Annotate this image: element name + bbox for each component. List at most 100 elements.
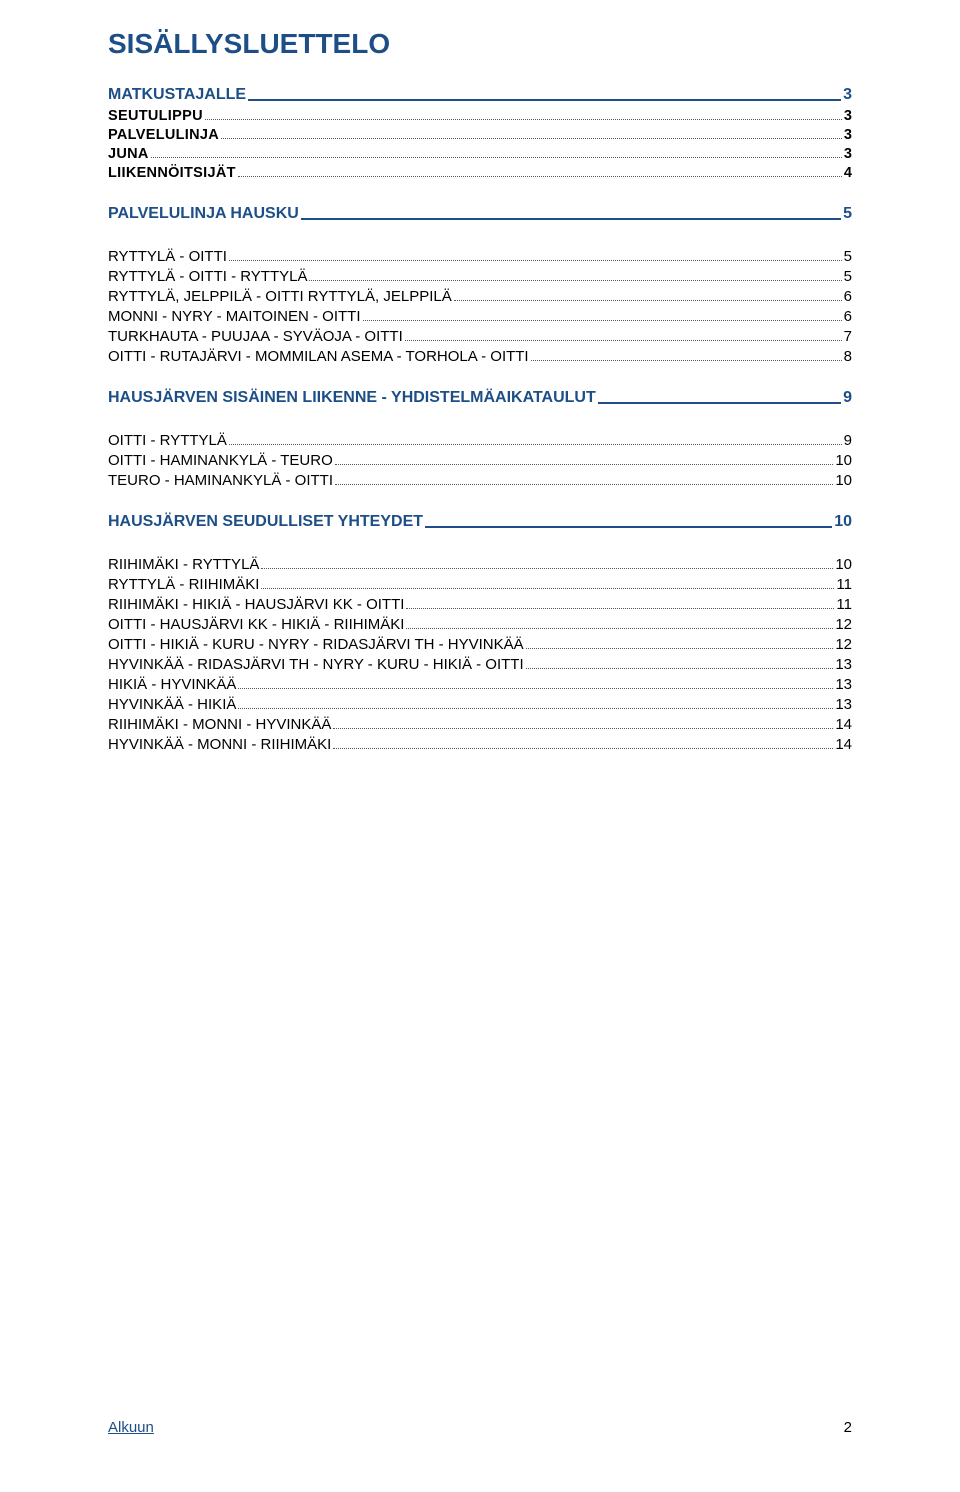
toc-label: RYTTYLÄ - OITTI - RYTTYLÄ [108,268,307,285]
spacing [108,411,852,429]
toc-leader [335,464,834,465]
toc-label: TURKHAUTA - PUUJAA - SYVÄOJA - OITTI [108,328,403,345]
toc-leader [406,628,833,629]
toc-leader [309,280,841,281]
toc-entry: HYVINKÄÄ - RIDASJÄRVI TH - NYRY - KURU -… [108,656,852,673]
toc-subsection: PALVELULINJA 3 [108,127,852,143]
toc-label: HIKIÄ - HYVINKÄÄ [108,676,236,693]
toc-label: PALVELULINJA [108,127,219,143]
toc-entry: HYVINKÄÄ - HIKIÄ 13 [108,696,852,713]
toc-page-number: 4 [844,165,852,181]
toc-page-number: 6 [844,288,852,305]
toc-page-number: 13 [835,676,852,693]
toc-label: HAUSJÄRVEN SEUDULLISET YHTEYDET [108,513,423,531]
toc-leader [333,748,833,749]
toc-label: JUNA [108,146,149,162]
toc-entry: OITTI - HIKIÄ - KURU - NYRY - RIDASJÄRVI… [108,636,852,653]
page-number: 2 [844,1419,852,1436]
page-footer: Alkuun 2 [108,1419,852,1436]
toc-section-link[interactable]: HAUSJÄRVEN SEUDULLISET YHTEYDET 10 [108,513,852,531]
toc-leader [333,728,833,729]
toc-subsection: LIIKENNÖITSIJÄT 4 [108,165,852,181]
toc-entry: RIIHIMÄKI - MONNI - HYVINKÄÄ 14 [108,716,852,733]
document-title: SISÄLLYSLUETTELO [108,28,852,60]
toc-label: MATKUSTAJALLE [108,86,246,104]
toc-section-link[interactable]: MATKUSTAJALLE3 [108,86,852,104]
toc-page-number: 10 [834,513,852,531]
toc-page-number: 5 [844,248,852,265]
toc-label: PALVELULINJA HAUSKU [108,205,299,223]
toc-entry: RIIHIMÄKI - RYTTYLÄ 10 [108,556,852,573]
toc-leader [531,360,842,361]
toc-leader [363,320,842,321]
spacing [108,227,852,245]
toc-leader [238,688,833,689]
toc-leader [151,157,842,158]
spacing [108,535,852,553]
toc-label: OITTI - RUTAJÄRVI - MOMMILAN ASEMA - TOR… [108,348,529,365]
toc-entry: HIKIÄ - HYVINKÄÄ 13 [108,676,852,693]
toc-subsection: JUNA 3 [108,146,852,162]
toc-label: RIIHIMÄKI - HIKIÄ - HAUSJÄRVI KK - OITTI [108,596,404,613]
toc-leader [261,568,833,569]
back-to-top-link[interactable]: Alkuun [108,1419,154,1436]
toc-page-number: 3 [844,146,852,162]
toc-leader [301,218,841,220]
toc-label: RIIHIMÄKI - MONNI - HYVINKÄÄ [108,716,331,733]
toc-page-number: 5 [843,205,852,223]
toc-entry: RYTTYLÄ - OITTI - RYTTYLÄ 5 [108,268,852,285]
toc-label: RYTTYLÄ, JELPPILÄ - OITTI RYTTYLÄ, JELPP… [108,288,452,305]
toc-label: RYTTYLÄ - RIIHIMÄKI [108,576,259,593]
toc-page-number: 10 [835,556,852,573]
toc-page-number: 3 [844,127,852,143]
toc-leader [229,444,842,445]
toc-leader [335,484,833,485]
toc-page-number: 14 [835,716,852,733]
toc-section-link[interactable]: HAUSJÄRVEN SISÄINEN LIIKENNE - YHDISTELM… [108,389,852,407]
toc-leader [248,99,841,101]
toc-leader [598,402,841,404]
toc-leader [229,260,842,261]
toc-label: SEUTULIPPU [108,108,203,124]
toc-leader [406,608,834,609]
toc-page-number: 12 [835,616,852,633]
toc-leader [205,119,842,120]
toc-label: RYTTYLÄ - OITTI [108,248,227,265]
toc-leader [526,648,834,649]
toc-page-number: 8 [844,348,852,365]
toc-page-number: 9 [843,389,852,407]
toc-page-number: 7 [844,328,852,345]
toc-page-number: 5 [844,268,852,285]
toc-label: HAUSJÄRVEN SISÄINEN LIIKENNE - YHDISTELM… [108,389,596,407]
toc-entry: RYTTYLÄ - RIIHIMÄKI11 [108,576,852,593]
toc-leader [526,668,834,669]
toc-leader [221,138,842,139]
toc-leader [238,176,842,177]
toc-page-number: 3 [844,108,852,124]
toc-page-number: 13 [835,696,852,713]
toc-page-number: 13 [835,656,852,673]
toc-entry: OITTI - RUTAJÄRVI - MOMMILAN ASEMA - TOR… [108,348,852,365]
toc-label: LIIKENNÖITSIJÄT [108,165,236,181]
toc-page-number: 6 [844,308,852,325]
toc-label: TEURO - HAMINANKYLÄ - OITTI [108,472,333,489]
toc-page-number: 12 [835,636,852,653]
toc-label: MONNI - NYRY - MAITOINEN - OITTI [108,308,361,325]
toc-label: OITTI - HAMINANKYLÄ - TEURO [108,452,333,469]
toc-section-link[interactable]: PALVELULINJA HAUSKU 5 [108,205,852,223]
toc-page-number: 11 [836,596,852,613]
toc-leader [405,340,842,341]
toc-label: HYVINKÄÄ - RIDASJÄRVI TH - NYRY - KURU -… [108,656,524,673]
toc-entry: RYTTYLÄ - OITTI 5 [108,248,852,265]
toc-leader [454,300,842,301]
toc-page-number: 14 [835,736,852,753]
toc-label: HYVINKÄÄ - HIKIÄ [108,696,236,713]
toc-label: HYVINKÄÄ - MONNI - RIIHIMÄKI [108,736,331,753]
toc-leader [425,526,832,528]
toc-entry: RIIHIMÄKI - HIKIÄ - HAUSJÄRVI KK - OITTI… [108,596,852,613]
toc-leader [261,588,834,589]
toc-entry: MONNI - NYRY - MAITOINEN - OITTI 6 [108,308,852,325]
table-of-contents: MATKUSTAJALLE3SEUTULIPPU3PALVELULINJA3JU… [108,86,852,753]
toc-label: RIIHIMÄKI - RYTTYLÄ [108,556,259,573]
toc-page-number: 10 [835,452,852,469]
